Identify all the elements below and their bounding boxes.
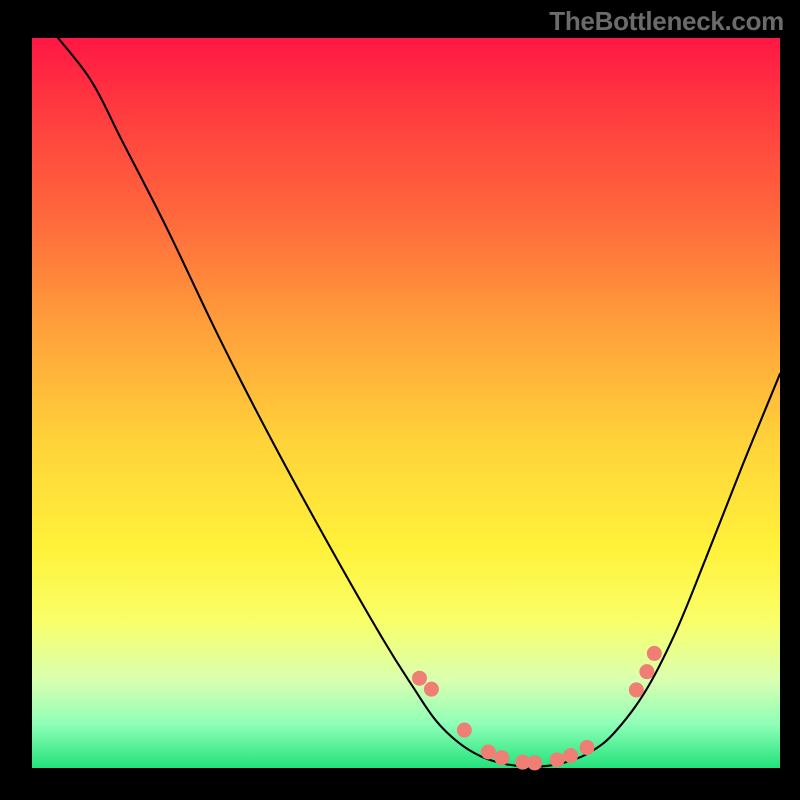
attribution-label: TheBottleneck.com <box>549 6 784 37</box>
highlight-marker <box>495 751 509 765</box>
chart-svg <box>0 0 800 800</box>
highlight-marker <box>528 756 542 770</box>
highlight-marker <box>647 646 661 660</box>
highlight-marker <box>457 723 471 737</box>
highlight-marker <box>629 683 643 697</box>
plot-background <box>32 38 780 768</box>
bottleneck-chart: TheBottleneck.com <box>0 0 800 800</box>
highlight-marker <box>550 753 564 767</box>
highlight-marker <box>412 671 426 685</box>
highlight-marker <box>424 682 438 696</box>
highlight-marker <box>640 665 654 679</box>
highlight-marker <box>481 745 495 759</box>
highlight-marker <box>580 741 594 755</box>
highlight-marker <box>564 749 578 763</box>
